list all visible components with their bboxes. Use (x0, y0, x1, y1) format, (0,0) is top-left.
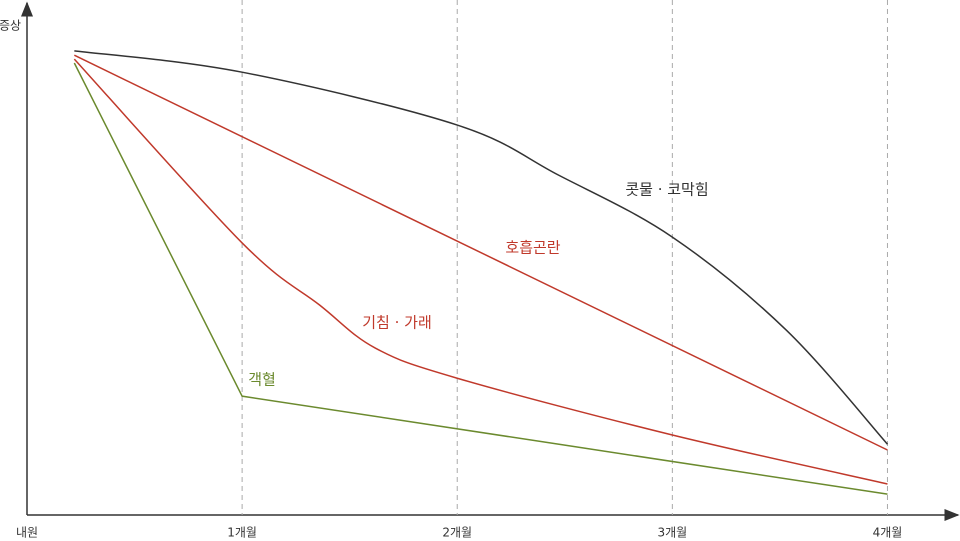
x-tick-label: 2개월 (442, 526, 472, 540)
line (73, 62, 888, 495)
x-tick-label: 1개월 (227, 526, 257, 540)
series-label: 기침 · 가래 (362, 314, 432, 332)
y-axis-label: 증상 (0, 19, 21, 33)
x-tick-label: 내원 (16, 526, 38, 540)
series-label: 호흡곤란 (505, 239, 560, 257)
series-label: 콧물 · 코막힘 (625, 181, 708, 199)
series-label: 객혈 (248, 371, 276, 389)
line (74, 50, 889, 445)
line (73, 54, 888, 451)
x-tick-label: 4개월 (873, 526, 903, 540)
x-tick-label: 3개월 (657, 526, 687, 540)
line (73, 58, 888, 485)
